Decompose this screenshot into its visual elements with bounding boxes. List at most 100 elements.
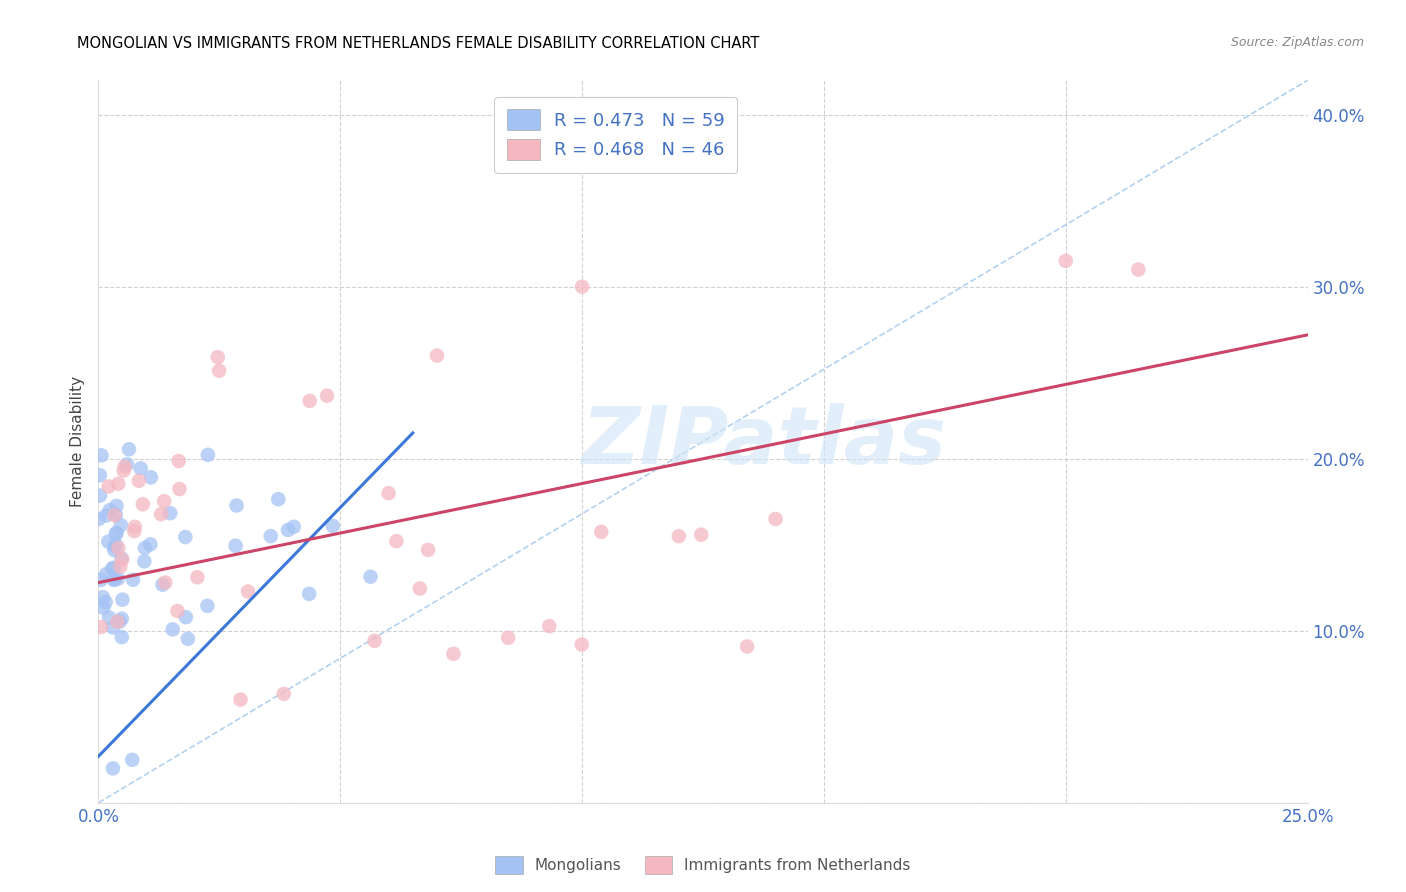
Point xyxy=(111,551,134,566)
Point xyxy=(94,508,117,523)
Point xyxy=(104,508,127,522)
Point xyxy=(132,497,155,511)
Point xyxy=(103,508,125,523)
Point xyxy=(267,492,290,507)
Point xyxy=(496,631,519,645)
Point xyxy=(174,530,197,544)
Point xyxy=(277,523,299,537)
Point xyxy=(107,541,129,555)
Point xyxy=(538,619,561,633)
Point xyxy=(153,494,176,508)
Point xyxy=(105,538,128,552)
Text: ZIPatlas: ZIPatlas xyxy=(581,402,946,481)
Point xyxy=(273,687,295,701)
Point xyxy=(98,610,121,624)
Point xyxy=(103,543,125,558)
Point xyxy=(93,600,115,615)
Point xyxy=(162,623,184,637)
Point xyxy=(114,459,136,474)
Point xyxy=(571,638,593,652)
Point xyxy=(115,458,138,472)
Point xyxy=(139,537,162,551)
Point xyxy=(167,454,190,468)
Point xyxy=(229,692,252,706)
Point xyxy=(363,633,385,648)
Point xyxy=(668,529,690,543)
Point xyxy=(107,476,129,491)
Point xyxy=(735,640,758,654)
Text: Source: ZipAtlas.com: Source: ZipAtlas.com xyxy=(1230,36,1364,49)
Point xyxy=(208,364,231,378)
Point xyxy=(150,507,173,521)
Point xyxy=(283,520,305,534)
Point xyxy=(197,448,219,462)
Point xyxy=(134,541,156,555)
Point xyxy=(765,512,787,526)
Point xyxy=(111,552,134,566)
Point xyxy=(128,474,150,488)
Point xyxy=(316,389,339,403)
Point xyxy=(121,753,143,767)
Point xyxy=(90,620,112,634)
Point xyxy=(385,534,408,549)
Point xyxy=(104,526,127,541)
Point xyxy=(101,561,124,575)
Point xyxy=(105,499,128,513)
Point xyxy=(166,604,188,618)
Point xyxy=(124,520,146,534)
Point xyxy=(89,468,111,483)
Point xyxy=(174,610,197,624)
Point xyxy=(103,539,125,553)
Point xyxy=(129,461,152,475)
Point xyxy=(155,575,177,590)
Point xyxy=(101,761,124,775)
Point xyxy=(108,615,131,629)
Point xyxy=(177,632,200,646)
Point xyxy=(1054,253,1077,268)
Point xyxy=(111,612,134,626)
Point xyxy=(103,561,125,575)
Point xyxy=(90,573,112,587)
Point xyxy=(207,350,229,364)
Point xyxy=(110,518,132,533)
Point xyxy=(260,529,283,543)
Point xyxy=(90,448,112,462)
Point xyxy=(571,279,593,293)
Point xyxy=(103,573,125,587)
Point xyxy=(134,554,156,568)
Point xyxy=(122,524,145,538)
Point xyxy=(443,647,465,661)
Point xyxy=(105,615,128,629)
Point xyxy=(322,519,344,533)
Legend: R = 0.473   N = 59, R = 0.468   N = 46: R = 0.473 N = 59, R = 0.468 N = 46 xyxy=(495,96,737,172)
Point xyxy=(105,525,128,540)
Point xyxy=(98,503,121,517)
Point xyxy=(101,620,124,634)
Point xyxy=(690,527,713,541)
Point xyxy=(111,630,134,644)
Point xyxy=(416,542,439,557)
Point xyxy=(87,512,110,526)
Y-axis label: Female Disability: Female Disability xyxy=(69,376,84,508)
Point xyxy=(197,599,219,613)
Point xyxy=(139,470,162,484)
Point xyxy=(89,489,111,503)
Point xyxy=(236,584,259,599)
Point xyxy=(94,595,117,609)
Text: MONGOLIAN VS IMMIGRANTS FROM NETHERLANDS FEMALE DISABILITY CORRELATION CHART: MONGOLIAN VS IMMIGRANTS FROM NETHERLANDS… xyxy=(77,36,759,51)
Point xyxy=(97,479,120,493)
Point xyxy=(104,573,127,587)
Point xyxy=(107,572,129,586)
Point xyxy=(225,539,247,553)
Point xyxy=(159,506,181,520)
Point xyxy=(96,567,118,582)
Point xyxy=(298,394,321,409)
Point xyxy=(377,486,399,500)
Point xyxy=(225,499,247,513)
Point xyxy=(111,592,134,607)
Point xyxy=(110,559,132,574)
Legend: Mongolians, Immigrants from Netherlands: Mongolians, Immigrants from Netherlands xyxy=(489,850,917,880)
Point xyxy=(1128,262,1150,277)
Point xyxy=(118,442,141,457)
Point xyxy=(112,463,135,477)
